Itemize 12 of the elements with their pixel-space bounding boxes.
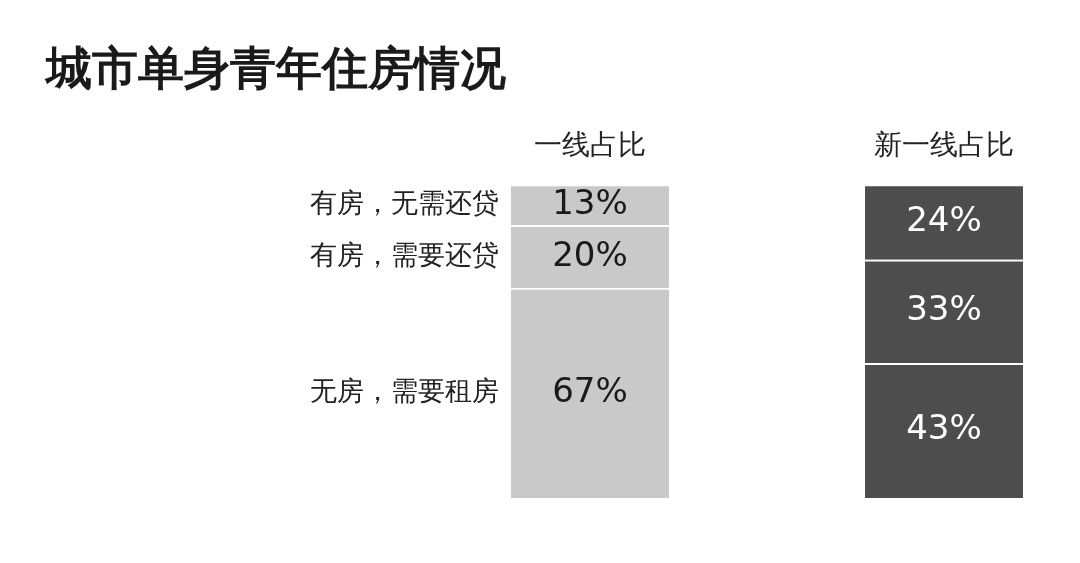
series-label: 有房，无需还贷 bbox=[310, 186, 499, 218]
series-label: 无房，需要租房 bbox=[310, 375, 499, 407]
x-tick-label: 新一线占比 bbox=[874, 128, 1014, 160]
data-label: 24% bbox=[906, 199, 982, 240]
data-label: 33% bbox=[906, 288, 982, 329]
data-label: 43% bbox=[906, 407, 982, 448]
chart-title: 城市单身青年住房情况 bbox=[46, 40, 506, 97]
x-tick-label: 一线占比 bbox=[534, 128, 646, 160]
data-label: 67% bbox=[552, 369, 628, 410]
data-label: 13% bbox=[552, 181, 628, 222]
series-label: 有房，需要还贷 bbox=[310, 238, 499, 270]
data-label: 20% bbox=[552, 233, 628, 274]
